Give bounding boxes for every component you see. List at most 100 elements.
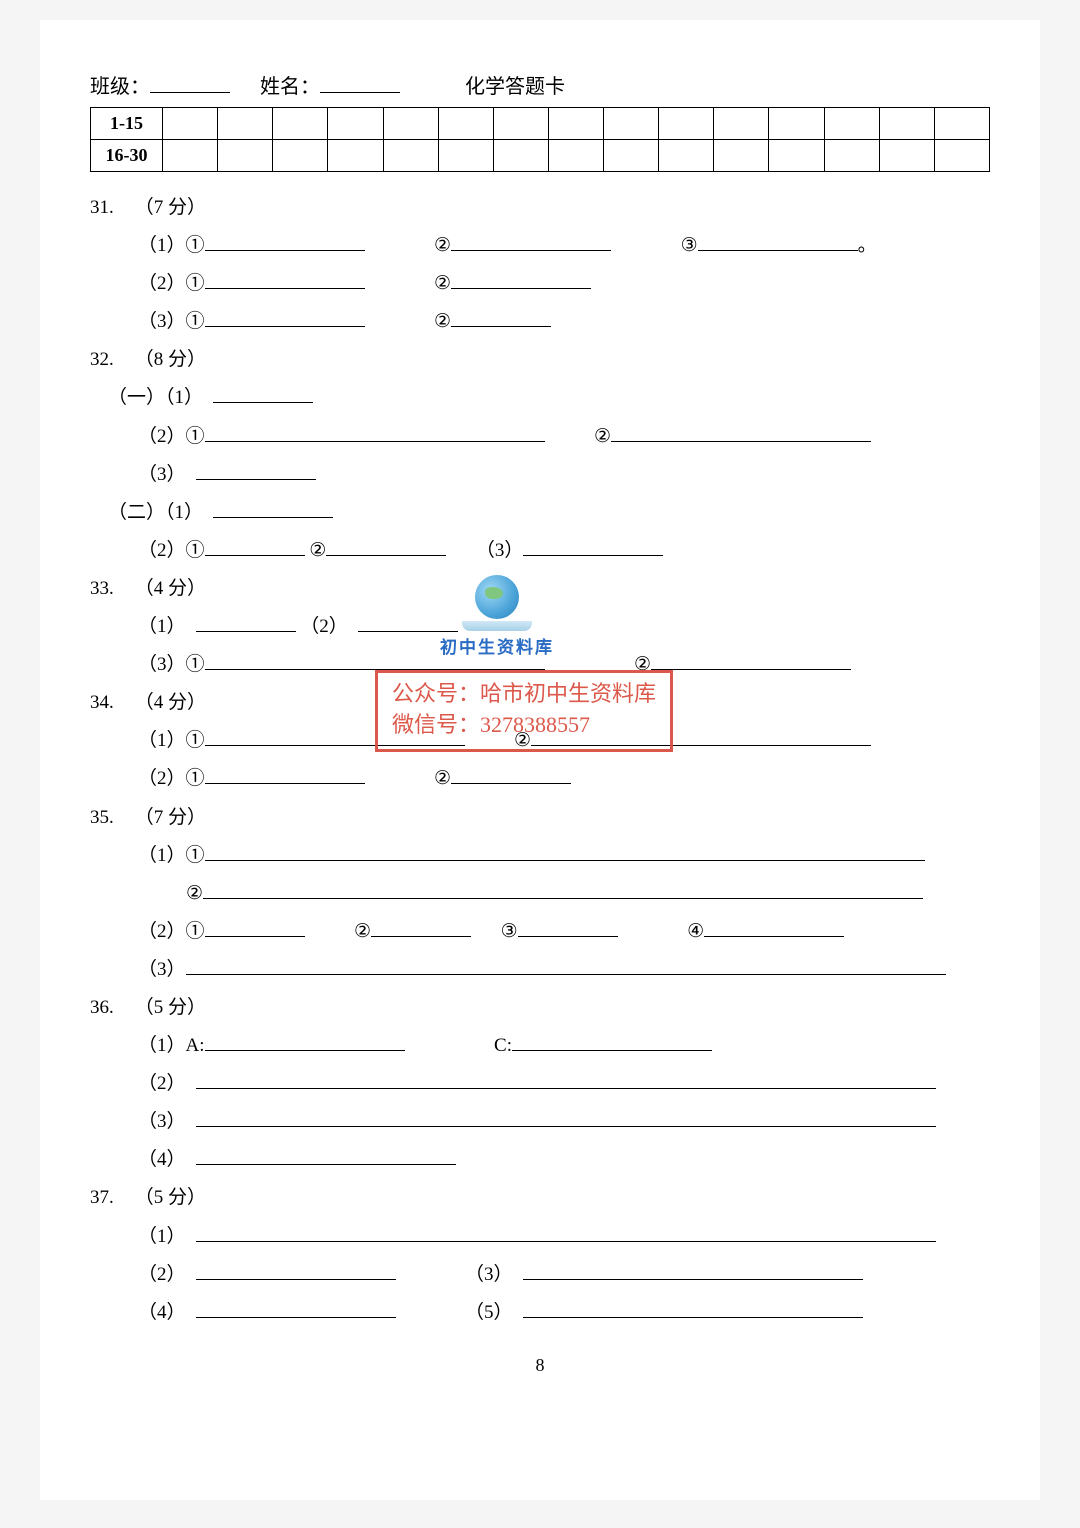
answer-cell[interactable] [934, 140, 989, 172]
part-label: （3）① [138, 311, 205, 332]
answer-blank[interactable] [205, 652, 545, 670]
answer-cell[interactable] [218, 140, 273, 172]
answer-cell[interactable] [163, 108, 218, 140]
answer-cell[interactable] [218, 108, 273, 140]
answer-blank[interactable] [523, 1262, 863, 1280]
answer-cell[interactable] [163, 140, 218, 172]
answer-sheet-page: 班级： 姓名： 化学答题卡 1-15 16-30 31. （7 分） （1）① … [40, 20, 1040, 1500]
answer-blank[interactable] [196, 462, 316, 480]
answer-blank[interactable] [451, 271, 591, 289]
answer-cell[interactable] [714, 108, 769, 140]
q37-line1: （1） [90, 1219, 990, 1255]
q-points: （5 分） [135, 1187, 206, 1208]
answer-blank[interactable] [213, 385, 313, 403]
answer-blank[interactable] [651, 652, 851, 670]
class-blank[interactable] [150, 73, 230, 93]
answer-cell[interactable] [493, 140, 548, 172]
name-blank[interactable] [320, 73, 400, 93]
punct: 。 [858, 235, 877, 256]
answer-blank[interactable] [512, 1033, 712, 1051]
answer-blank[interactable] [205, 728, 465, 746]
answer-blank[interactable] [196, 1300, 396, 1318]
answer-blank[interactable] [196, 1109, 936, 1127]
q31-line3: （3）① ② [90, 304, 990, 340]
answer-blank[interactable] [358, 614, 458, 632]
answer-cell[interactable] [438, 108, 493, 140]
answer-blank[interactable] [451, 309, 551, 327]
answer-blank[interactable] [196, 614, 296, 632]
part-label: ② [434, 768, 451, 789]
answer-cell[interactable] [824, 108, 879, 140]
header-line: 班级： 姓名： 化学答题卡 [90, 70, 990, 99]
answer-cell[interactable] [273, 108, 328, 140]
answer-blank[interactable] [205, 766, 365, 784]
answer-cell[interactable] [659, 140, 714, 172]
answer-blank[interactable] [203, 881, 923, 899]
answer-blank[interactable] [704, 919, 844, 937]
answer-cell[interactable] [273, 140, 328, 172]
answer-cell[interactable] [879, 140, 934, 172]
answer-blank[interactable] [523, 1300, 863, 1318]
answer-cell[interactable] [824, 140, 879, 172]
part-label: ② [434, 235, 451, 256]
part-label: （1）① [138, 235, 205, 256]
answer-blank[interactable] [196, 1147, 456, 1165]
answer-blank[interactable] [451, 233, 611, 251]
part-label: （3） [138, 959, 186, 980]
answer-cell[interactable] [714, 140, 769, 172]
name-label: 姓名： [260, 76, 320, 98]
q37-header: 37. （5 分） [90, 1180, 990, 1216]
part-label: （4） [138, 1149, 186, 1170]
q36-line2: （2） [90, 1066, 990, 1102]
answer-blank[interactable] [205, 843, 925, 861]
answer-blank[interactable] [205, 424, 545, 442]
answer-blank[interactable] [451, 766, 571, 784]
answer-cell[interactable] [548, 140, 603, 172]
answer-cell[interactable] [769, 108, 824, 140]
answer-blank[interactable] [213, 500, 333, 518]
answer-cell[interactable] [604, 140, 659, 172]
answer-blank[interactable] [196, 1262, 396, 1280]
answer-blank[interactable] [205, 309, 365, 327]
q35-header: 35. （7 分） [90, 800, 990, 836]
answer-cell[interactable] [438, 140, 493, 172]
q-points: （8 分） [135, 349, 206, 370]
answer-cell[interactable] [328, 108, 383, 140]
answer-cell[interactable] [383, 140, 438, 172]
q31-line1: （1）① ② ③。 [90, 228, 990, 264]
answer-blank[interactable] [186, 957, 946, 975]
answer-cell[interactable] [328, 140, 383, 172]
answer-blank[interactable] [523, 538, 663, 556]
answer-cell[interactable] [659, 108, 714, 140]
answer-blank[interactable] [205, 919, 305, 937]
part-label: （2）① [138, 540, 205, 561]
answer-cell[interactable] [604, 108, 659, 140]
answer-cell[interactable] [934, 108, 989, 140]
part-label: （5） [465, 1302, 513, 1323]
q-points: （7 分） [135, 807, 206, 828]
answer-grid: 1-15 16-30 [90, 107, 990, 172]
answer-blank[interactable] [196, 1071, 936, 1089]
q33-line1: （1） （2） [90, 609, 990, 645]
q33-header: 33. （4 分） [90, 571, 990, 607]
answer-blank[interactable] [205, 1033, 405, 1051]
q32-p1-2: （2）① ② [90, 419, 990, 455]
answer-blank[interactable] [205, 538, 305, 556]
answer-blank[interactable] [371, 919, 471, 937]
q34-header: 34. （4 分） [90, 685, 990, 721]
answer-cell[interactable] [879, 108, 934, 140]
answer-cell[interactable] [769, 140, 824, 172]
answer-blank[interactable] [611, 424, 871, 442]
answer-blank[interactable] [205, 271, 365, 289]
answer-blank[interactable] [518, 919, 618, 937]
answer-cell[interactable] [493, 108, 548, 140]
answer-blank[interactable] [531, 728, 871, 746]
answer-blank[interactable] [326, 538, 446, 556]
answer-blank[interactable] [205, 233, 365, 251]
answer-cell[interactable] [383, 108, 438, 140]
answer-blank[interactable] [196, 1224, 936, 1242]
answer-cell[interactable] [548, 108, 603, 140]
q37-line2: （2） （3） [90, 1257, 990, 1293]
q31-line2: （2）① ② [90, 266, 990, 302]
answer-blank[interactable] [698, 233, 858, 251]
